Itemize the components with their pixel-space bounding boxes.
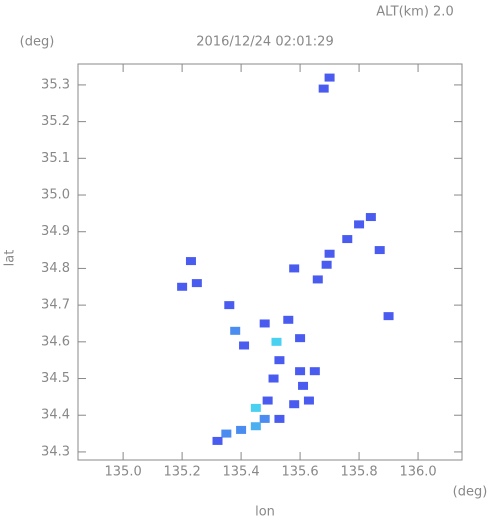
echo — [383, 312, 394, 321]
y-tick-label: 34.4 — [41, 408, 70, 423]
echo — [318, 84, 329, 93]
echo — [268, 374, 279, 383]
echo — [321, 260, 332, 269]
echo — [230, 326, 241, 335]
echo — [259, 319, 270, 328]
echo — [309, 367, 320, 376]
echo — [274, 414, 285, 423]
echo — [374, 246, 385, 255]
echo — [354, 220, 365, 229]
echo — [289, 264, 300, 273]
echo — [250, 422, 261, 431]
echo — [212, 436, 223, 445]
x-axis-label: lon — [255, 505, 275, 520]
echo — [221, 429, 232, 438]
chart-title: 2016/12/24 02:01:29 — [196, 35, 333, 50]
x-unit: (deg) — [453, 485, 488, 500]
plot-frame — [77, 63, 463, 461]
y-tick-label: 34.6 — [41, 334, 70, 349]
echo — [185, 257, 196, 266]
x-tick-label: 135.8 — [340, 465, 377, 480]
echo — [262, 396, 273, 405]
echo — [295, 367, 306, 376]
y-tick-label: 34.9 — [41, 224, 70, 239]
x-tick-label: 135.4 — [222, 465, 259, 480]
echo — [191, 279, 202, 288]
echo — [298, 381, 309, 390]
y-tick-label: 35.0 — [41, 188, 70, 203]
echo — [312, 275, 323, 284]
x-tick-label: 135.6 — [281, 465, 318, 480]
echo — [239, 341, 250, 350]
x-tick-label: 136.0 — [399, 465, 436, 480]
y-tick-label: 35.1 — [41, 151, 70, 166]
altitude-annotation: ALT(km) 2.0 — [376, 5, 453, 20]
x-tick-label: 135.2 — [164, 465, 201, 480]
echo — [324, 249, 335, 258]
echo — [259, 414, 270, 423]
echo — [274, 356, 285, 365]
echo — [224, 301, 235, 310]
echo — [271, 337, 282, 346]
echo — [365, 213, 376, 222]
y-axis-label: lat — [3, 250, 18, 267]
echo — [303, 396, 314, 405]
y-tick-label: 34.7 — [41, 298, 70, 313]
echo — [342, 235, 353, 244]
y-tick-label: 34.8 — [41, 261, 70, 276]
y-tick-label: 34.5 — [41, 371, 70, 386]
echo — [324, 73, 335, 82]
y-unit: (deg) — [20, 35, 55, 50]
echo — [250, 403, 261, 412]
echo — [177, 282, 188, 291]
y-tick-label: 35.3 — [41, 77, 70, 92]
echo — [283, 315, 294, 324]
x-tick-label: 135.0 — [105, 465, 142, 480]
echo — [289, 400, 300, 409]
echo — [295, 334, 306, 343]
echo — [236, 425, 247, 434]
y-tick-label: 34.3 — [41, 444, 70, 459]
y-tick-label: 35.2 — [41, 114, 70, 129]
